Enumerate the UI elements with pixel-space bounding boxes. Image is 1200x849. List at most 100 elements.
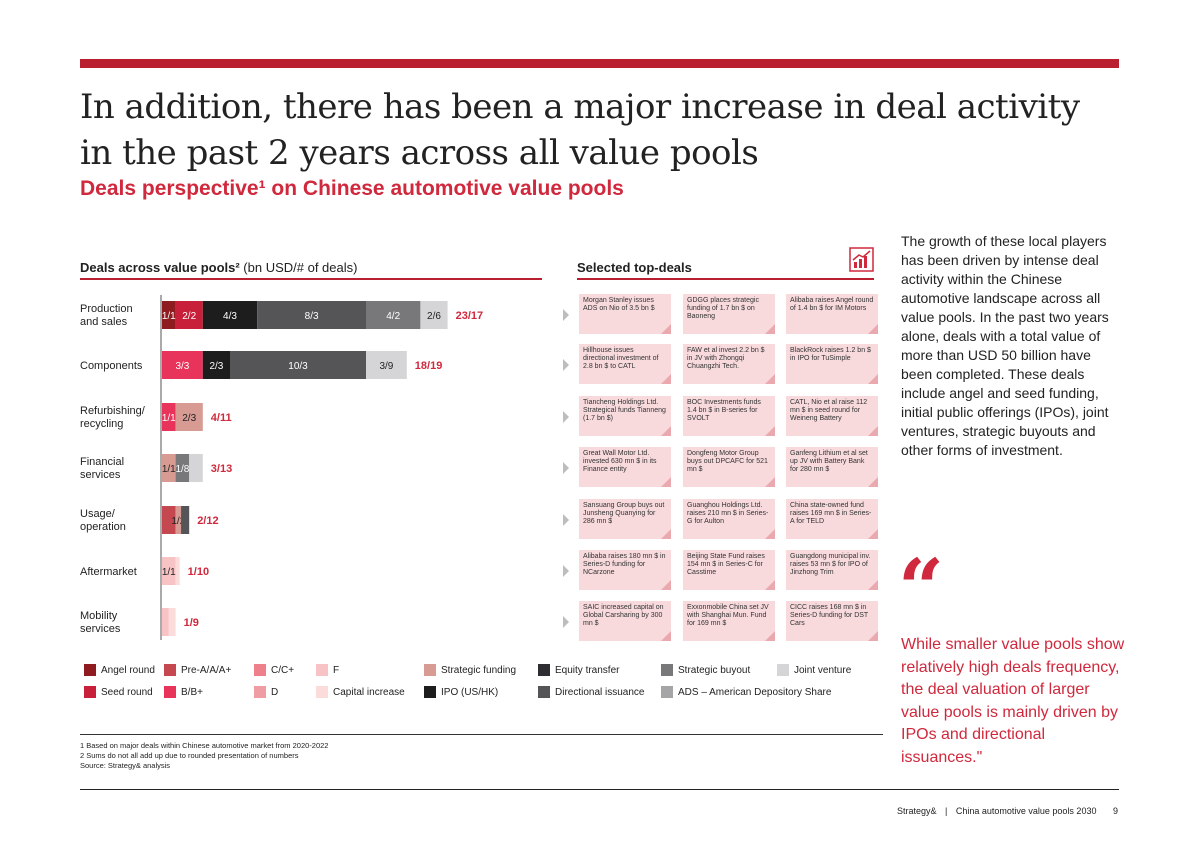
legend-label: Joint venture	[794, 664, 852, 676]
footer-divider	[80, 789, 1119, 790]
deal-text: BOC Investments funds 1.4 bn $ in B-seri…	[687, 399, 761, 422]
chart-header-note: (bn USD/# of deals)	[239, 260, 358, 275]
segment-label: 3/9	[379, 361, 393, 372]
legend-label: ADS – American Depository Share	[678, 686, 832, 698]
segment-label: 4/2	[386, 311, 400, 322]
top-deals-header: Selected top-deals	[577, 260, 692, 275]
deal-card: Great Wall Motor Ltd. invested 630 mn $ …	[579, 447, 671, 487]
segment-label: 1/1	[162, 464, 176, 475]
bar-segment	[175, 506, 182, 534]
bar-segment	[162, 403, 176, 431]
card-corner-fold	[765, 477, 775, 487]
bar-segment	[230, 351, 366, 379]
deal-card: Dongfeng Motor Group buys out DPCAFC for…	[683, 447, 775, 487]
row-arrow-icon	[563, 411, 569, 423]
row-arrow-icon	[563, 514, 569, 526]
legend-swatch	[164, 686, 176, 698]
legend-label: Equity transfer	[555, 664, 620, 676]
deal-text: Morgan Stanley issues ADS on Nio of 3.5 …	[583, 297, 655, 312]
footnotes: 1 Based on major deals within Chinese au…	[80, 741, 328, 771]
row-label: Components	[80, 360, 143, 372]
bar-segment	[175, 403, 203, 431]
legend-swatch	[164, 664, 176, 676]
bar-segment	[168, 608, 176, 636]
card-corner-fold	[661, 374, 671, 384]
row-total-label: 1/9	[184, 617, 199, 629]
chart-growth-icon	[849, 247, 874, 272]
deal-card: SAIC increased capital on Global Carshar…	[579, 601, 671, 641]
deal-text: Alibaba raises Angel round of 1.4 bn $ f…	[790, 297, 874, 312]
bar-segment	[202, 351, 230, 379]
page-title: In addition, there has been a major incr…	[80, 87, 1080, 173]
row-label: Aftermarket	[80, 566, 137, 578]
legend-label: IPO (US/HK)	[441, 686, 499, 698]
legend-swatch	[316, 686, 328, 698]
legend-swatch	[316, 664, 328, 676]
segment-label: 1/8	[175, 464, 189, 475]
deal-card: CATL, Nio et al raise 112 mn $ in seed r…	[786, 396, 878, 436]
row-arrow-icon	[563, 309, 569, 321]
segment-label: 2/6	[427, 311, 441, 322]
card-corner-fold	[765, 374, 775, 384]
legend-label: Angel round	[101, 664, 155, 676]
card-corner-fold	[765, 324, 775, 334]
deal-text: Guangdong municipal inv. raises 53 mn $ …	[790, 553, 871, 576]
page-number: 9	[1112, 806, 1118, 816]
bar-segment	[175, 454, 190, 482]
deal-text: Hillhouse issues directional investment …	[583, 347, 659, 370]
bar-segment	[175, 301, 203, 329]
card-corner-fold	[765, 426, 775, 436]
row-total-label: 2/12	[197, 515, 218, 527]
segment-label: 4/3	[223, 311, 237, 322]
deal-card: CICC raises 168 mn $ in Series-D funding…	[786, 601, 878, 641]
bar-segment	[257, 301, 366, 329]
bar-segment	[181, 506, 190, 534]
legend-item: F	[316, 664, 339, 676]
bar-segment	[162, 608, 169, 636]
legend-label: Seed round	[101, 686, 153, 698]
legend-swatch	[661, 686, 673, 698]
legend-label: Directional issuance	[555, 686, 645, 698]
chart-header-rule	[80, 278, 542, 280]
bar-segment	[202, 301, 258, 329]
footnote-source: Source: Strategy& analysis	[80, 761, 171, 770]
deal-card: Tiancheng Holdings Ltd. Strategical fund…	[579, 396, 671, 436]
legend-label: Strategic buyout	[678, 664, 751, 676]
legend-label: Pre-A/A/A+	[181, 664, 232, 676]
deal-card: Alibaba raises 180 mn $ in Series-D fund…	[579, 550, 671, 590]
deal-card: BlackRock raises 1.2 bn $ in IPO for TuS…	[786, 344, 878, 384]
deal-card: FAW et al invest 2.2 bn $ in JV with Zho…	[683, 344, 775, 384]
deal-text: Great Wall Motor Ltd. invested 630 mn $ …	[583, 450, 657, 473]
bar-segment	[366, 351, 407, 379]
legend-item: B/B+	[164, 686, 203, 698]
chart-legend: Angel round Seed round Pre-A/A/A+ B/B+ C/C+ D…	[84, 664, 884, 704]
row-arrow-icon	[563, 616, 569, 628]
row-label: and sales	[80, 316, 128, 328]
legend-item: C/C+	[254, 664, 294, 676]
segment-label: 10/3	[288, 361, 308, 372]
legend-swatch	[777, 664, 789, 676]
deal-card: Ganfeng Lithium et al set up JV with Bat…	[786, 447, 878, 487]
deal-text: CICC raises 168 mn $ in Series-D funding…	[790, 604, 869, 627]
card-corner-fold	[868, 631, 878, 641]
row-arrow-icon	[563, 462, 569, 474]
bar-segment	[162, 454, 176, 482]
card-corner-fold	[868, 374, 878, 384]
segment-label: 2/3	[209, 361, 223, 372]
row-label: operation	[80, 521, 126, 533]
deal-text: China state-owned fund raises 169 mn $ i…	[790, 502, 872, 525]
row-total-label: 1/10	[188, 566, 209, 578]
top-deals-header-rule	[577, 278, 874, 280]
legend-swatch	[254, 686, 266, 698]
legend-swatch	[84, 664, 96, 676]
legend-item: D	[254, 686, 278, 698]
legend-swatch	[424, 664, 436, 676]
card-corner-fold	[868, 426, 878, 436]
legend-item: Pre-A/A/A+	[164, 664, 231, 676]
legend-swatch	[538, 664, 550, 676]
row-total-label: 23/17	[456, 310, 484, 322]
segment-label: 1/1	[162, 567, 176, 578]
row-total-label: 18/19	[415, 360, 443, 372]
legend-item: Joint venture	[777, 664, 851, 676]
chart-header-main: Deals across value pools²	[80, 260, 240, 275]
